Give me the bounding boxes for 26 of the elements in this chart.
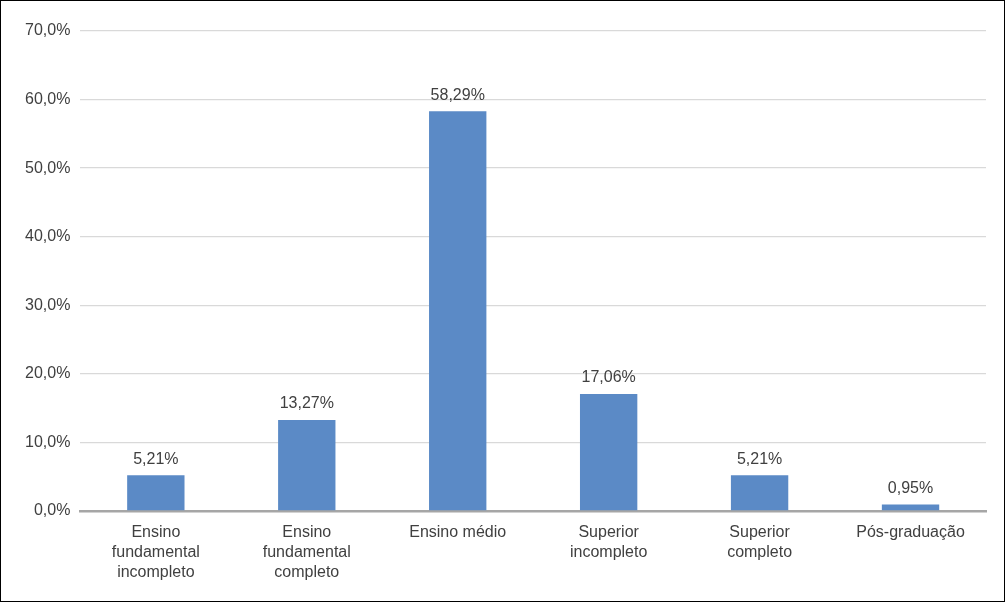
y-tick-label: 70,0%	[24, 21, 71, 39]
y-tick-label: 60,0%	[24, 89, 71, 107]
y-tick-label: 10,0%	[24, 432, 71, 450]
data-label: 58,29%	[430, 85, 485, 103]
bar	[278, 420, 336, 511]
data-label: 17,06%	[581, 368, 636, 386]
y-tick-label: 40,0%	[24, 227, 71, 245]
x-tick-label: Pós-graduação	[856, 523, 965, 541]
y-tick-label: 30,0%	[24, 295, 71, 313]
x-tick-label: Ensino fundamental incompleto	[111, 523, 200, 581]
bar	[127, 475, 185, 511]
y-tick-label: 20,0%	[24, 364, 71, 382]
data-label: 5,21%	[736, 449, 783, 467]
bar	[730, 475, 789, 511]
bar	[579, 394, 638, 511]
y-tick-label: 50,0%	[24, 158, 71, 176]
bar	[429, 111, 487, 511]
x-tick-label: Superior incompleto	[569, 523, 648, 561]
data-label: 0,95%	[887, 478, 934, 496]
y-tick-label: 0,0%	[33, 501, 71, 519]
x-tick-label: Superior completo	[727, 523, 793, 561]
bar	[881, 504, 940, 511]
data-label: 5,21%	[133, 449, 179, 467]
x-tick-label: Ensino fundamental completo	[262, 523, 351, 581]
data-label: 13,27%	[279, 394, 334, 412]
x-tick-label: Ensino médio	[409, 523, 507, 541]
